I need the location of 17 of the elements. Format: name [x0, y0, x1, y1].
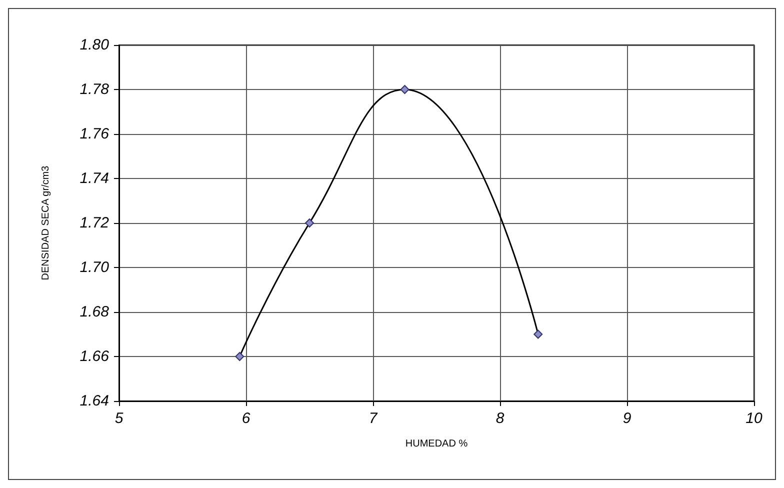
y-tick-label: 1.72	[80, 214, 110, 232]
x-tick-label: 9	[622, 410, 632, 427]
x-tick-label: 8	[496, 410, 505, 427]
y-axis-title: DENSIDAD SECA gr/cm3	[40, 165, 52, 280]
x-axis-title: HUMEDAD %	[405, 438, 468, 450]
y-tick-label: 1.80	[80, 36, 110, 54]
x-tick-label: 7	[368, 410, 378, 427]
y-tick-label: 1.66	[80, 348, 110, 365]
x-tick-label: 10	[746, 410, 763, 427]
x-tick-label: 6	[242, 410, 251, 427]
x-tick-label: 5	[114, 410, 124, 427]
y-tick-label: 1.64	[80, 392, 109, 410]
y-tick-label: 1.76	[80, 126, 110, 142]
y-tick-label: 1.74	[80, 170, 109, 187]
y-tick-label: 1.68	[80, 304, 110, 320]
y-tick-label: 1.70	[80, 259, 110, 276]
y-tick-label: 1.78	[80, 81, 110, 98]
